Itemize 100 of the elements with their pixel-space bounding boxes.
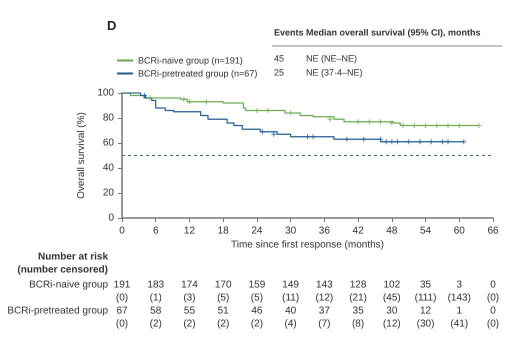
y-tick-label: 80	[102, 112, 114, 124]
point	[366, 119, 372, 124]
text: (8)	[352, 318, 364, 330]
text: 37	[318, 306, 330, 316]
y-tick-label: 100	[97, 88, 114, 98]
text: (0)	[486, 318, 500, 330]
point	[417, 139, 422, 144]
point	[378, 136, 384, 142]
text: 46	[251, 306, 263, 316]
text: NE (37·4–NE)	[306, 68, 363, 78]
text: 40	[285, 306, 297, 316]
text: (2)	[150, 318, 162, 330]
point	[440, 139, 445, 144]
text: 30	[386, 306, 398, 316]
x-tick-label: 66	[487, 226, 499, 236]
legend-label: BCRi-pretreated group (n=67)	[138, 68, 258, 78]
x-tick-label: 60	[454, 226, 466, 236]
point	[446, 139, 451, 144]
y-tick-label: 0	[108, 212, 114, 224]
text: (143)	[448, 292, 471, 304]
text: (number censored)	[17, 264, 108, 276]
text: (2)	[250, 318, 264, 330]
x-tick-label: 6	[152, 226, 159, 236]
text: (45)	[382, 292, 401, 304]
text: (3)	[183, 292, 196, 304]
text: (11)	[282, 292, 300, 304]
text: (111)	[414, 292, 436, 304]
point	[361, 136, 366, 142]
text: 25	[274, 68, 284, 78]
text: 170	[214, 280, 232, 290]
text: 45	[274, 54, 284, 64]
text: (30)	[416, 318, 434, 330]
text: 191	[114, 280, 131, 290]
point	[406, 139, 412, 144]
point	[148, 96, 153, 100]
x-axis-title: Time since first response (months)	[230, 240, 384, 250]
text: (41)	[450, 318, 468, 330]
point	[310, 134, 316, 140]
text: 128	[350, 280, 367, 290]
text: (0)	[116, 318, 128, 330]
text: (2)	[183, 318, 196, 330]
text: (12)	[315, 292, 334, 304]
text: 143	[316, 280, 334, 290]
text: 3	[456, 280, 462, 290]
point	[305, 134, 310, 140]
legend-label: BCRi-naive group (n=191)	[138, 56, 243, 66]
text: 183	[147, 280, 165, 290]
text: (1)	[150, 292, 162, 304]
text: (5)	[217, 292, 230, 304]
point	[378, 119, 384, 124]
text: 67	[116, 306, 128, 316]
point	[356, 119, 361, 124]
text: 12	[420, 306, 432, 316]
x-tick-label: 48	[386, 226, 398, 236]
text: (21)	[349, 292, 367, 304]
text: NE (NE–NE)	[306, 54, 358, 64]
text: (4)	[284, 318, 297, 330]
text: 159	[248, 280, 266, 290]
text: 35	[352, 306, 364, 316]
point	[394, 139, 400, 144]
text: 102	[383, 280, 401, 290]
text: 149	[282, 280, 300, 290]
x-tick-label: 24	[251, 226, 263, 236]
text: 58	[150, 306, 162, 316]
text: 0	[490, 306, 496, 316]
chart-title: D	[107, 18, 116, 33]
point	[389, 139, 394, 144]
text: BCRi-pretreated group	[7, 306, 108, 316]
point	[271, 132, 276, 137]
x-tick-label: 18	[218, 226, 230, 236]
text: (7)	[318, 318, 330, 330]
point	[204, 99, 209, 104]
x-tick-label: 0	[119, 226, 126, 236]
y-tick-label: 20	[102, 188, 114, 198]
text: Number at risk	[38, 252, 108, 262]
text: (2)	[217, 318, 230, 330]
point	[327, 116, 332, 122]
text: (0)	[486, 292, 500, 304]
x-tick-label: 42	[352, 226, 364, 236]
text: Median overall survival (95% CI), months	[306, 28, 481, 38]
text: (12)	[382, 318, 401, 330]
text: 55	[184, 306, 196, 316]
point	[428, 139, 434, 144]
point	[461, 139, 466, 144]
text: 0	[490, 280, 496, 290]
x-tick-label: 36	[318, 226, 330, 236]
text: 174	[181, 280, 198, 290]
x-tick-label: 12	[184, 226, 196, 236]
y-axis-title: Overall survival (%)	[76, 112, 87, 199]
text: BCRi-naive group	[29, 280, 108, 290]
point	[260, 129, 266, 134]
point	[181, 96, 186, 102]
text: Events	[274, 28, 304, 38]
text: 35	[420, 280, 432, 290]
y-tick-label: 60	[102, 138, 114, 148]
point	[186, 99, 192, 104]
y-tick-label: 40	[102, 162, 114, 174]
text: (0)	[116, 292, 128, 304]
text: 51	[218, 306, 230, 316]
x-tick-label: 54	[420, 226, 432, 236]
